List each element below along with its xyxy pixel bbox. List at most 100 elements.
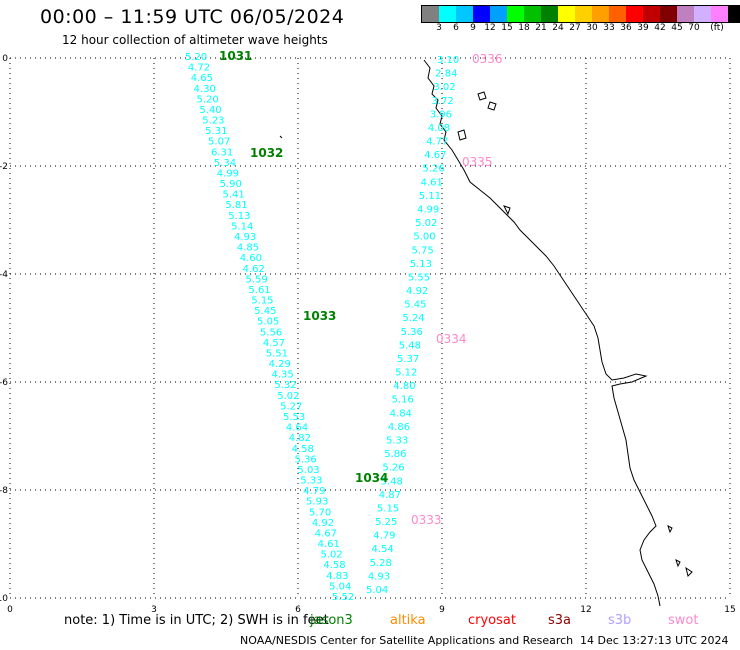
legend-label: 9 [470, 23, 476, 33]
x-tick-label: 15 [724, 605, 735, 615]
wave-height-value: 5.16 [391, 395, 413, 406]
wave-height-value: 4.86 [388, 422, 410, 433]
wave-height-value: 4.99 [417, 204, 439, 215]
wave-height-value: 5.34 [214, 158, 236, 169]
legend-label: 18 [518, 23, 530, 33]
legend-swatch [643, 6, 660, 22]
y-tick-label: -8 [0, 486, 8, 496]
legend-label: 33 [603, 23, 615, 33]
wave-height-value: 4.58 [323, 560, 345, 571]
right-track-values: 3.10 2.84 3.02 3.72 3.96 4.08 4.77 4.67 5.26 4.61… [366, 55, 459, 596]
wave-height-value: 5.48 [399, 340, 421, 351]
wave-height-value: 5.27 [280, 401, 302, 412]
wave-height-value: 5.93 [306, 497, 328, 508]
wave-height-value: 4.54 [371, 544, 393, 555]
wave-height-value: 5.26 [422, 164, 444, 175]
wave-height-value: 3.72 [432, 96, 454, 107]
wave-height-value: 5.04 [366, 585, 388, 596]
legend-label: 6 [453, 23, 459, 33]
wave-height-value: 5.13 [410, 259, 432, 270]
legend-label: 21 [535, 23, 547, 33]
x-tick-label: 3 [151, 605, 157, 615]
wave-height-value: 3.10 [437, 55, 459, 66]
legend-label: 39 [637, 23, 649, 33]
wave-height-value: 4.62 [243, 264, 265, 275]
x-tick-label: 6 [295, 605, 301, 615]
mission-label: swot [668, 613, 699, 628]
pass-number: 0334 [436, 332, 467, 346]
legend-swatch [490, 6, 507, 22]
wave-height-value: 4.79 [373, 531, 395, 542]
legend-label: 15 [501, 23, 513, 33]
wave-height-value: 5.37 [397, 354, 419, 365]
legend-swatch [422, 6, 439, 22]
wave-height-value: 5.56 [260, 327, 282, 338]
legend-label: 42 [654, 23, 666, 33]
wave-height-value: 5.45 [404, 300, 426, 311]
wave-height-value: 5.20 [185, 52, 207, 63]
wave-height-value: 5.90 [220, 179, 242, 190]
legend-swatch [711, 6, 728, 22]
wave-height-value: 5.31 [205, 126, 227, 137]
legend-unit: (ft) [710, 23, 724, 33]
mission-label: cryosat [468, 613, 516, 628]
wave-height-value: 5.15 [377, 503, 399, 514]
wave-height-value: 5.41 [222, 190, 244, 201]
legend-label: 12 [484, 23, 496, 33]
wave-height-value: 4.67 [424, 150, 446, 161]
legend-swatch [456, 6, 473, 22]
legend-swatch [473, 6, 490, 22]
wave-height-value: 5.32 [274, 380, 296, 391]
wave-height-value: 4.08 [428, 123, 450, 134]
wave-height-value: 5.70 [309, 507, 331, 518]
x-tick-label: 0 [7, 605, 13, 615]
wave-height-value: 2.84 [435, 69, 457, 80]
wave-height-value: 6.31 [211, 147, 233, 158]
legend-label: 3 [436, 23, 442, 33]
legend-swatch [677, 6, 694, 22]
wave-height-value: 5.05 [257, 317, 279, 328]
pass-number: 1032 [250, 146, 283, 160]
wave-height-value: 4.72 [188, 63, 210, 74]
wave-height-value: 5.55 [408, 272, 430, 283]
mission-label: s3b [608, 613, 632, 628]
wave-height-value: 4.87 [379, 490, 401, 501]
wave-height-value: 5.15 [251, 296, 273, 307]
wave-height-value: 5.20 [197, 94, 219, 105]
legend-swatch [541, 6, 558, 22]
legend-swatch [507, 6, 524, 22]
wave-height-value: 4.29 [269, 359, 291, 370]
legend-label: 45 [671, 23, 683, 33]
wave-height-value: 4.30 [194, 84, 216, 95]
wave-height-value: 5.86 [384, 449, 406, 460]
mission-label: s3a [548, 613, 572, 628]
wave-height-value: 4.79 [303, 486, 325, 497]
wave-height-value: 5.36 [295, 454, 317, 465]
wave-height-value: 5.53 [283, 412, 305, 423]
pass-number: 0335 [462, 155, 493, 169]
wave-height-value: 5.25 [375, 517, 397, 528]
pass-number: 0333 [411, 513, 442, 527]
wave-height-value: 4.35 [271, 370, 293, 381]
legend-swatch [575, 6, 592, 22]
wave-height-value: 4.93 [234, 232, 256, 243]
legend-swatch [694, 6, 711, 22]
map-grid [9, 57, 731, 599]
wave-height-value: 5.48 [381, 476, 403, 487]
wave-height-value: 4.61 [421, 177, 443, 188]
pass-number: 1033 [303, 309, 336, 323]
legend-label: 27 [569, 23, 581, 33]
wave-height-value: 5.07 [208, 137, 230, 148]
y-tick-label: -2 [0, 162, 8, 172]
wave-height-value: 5.61 [248, 285, 270, 296]
wave-height-value: 5.02 [415, 218, 437, 229]
color-scale-legend [421, 5, 740, 23]
wave-height-value: 4.67 [315, 528, 337, 539]
wave-height-value: 4.85 [237, 243, 259, 254]
legend-label: 36 [620, 23, 632, 33]
legend-label: 70 [688, 23, 700, 33]
wave-height-value: 5.36 [401, 327, 423, 338]
wave-height-value: 5.52 [332, 592, 354, 603]
wave-height-value: 4.83 [326, 571, 348, 582]
